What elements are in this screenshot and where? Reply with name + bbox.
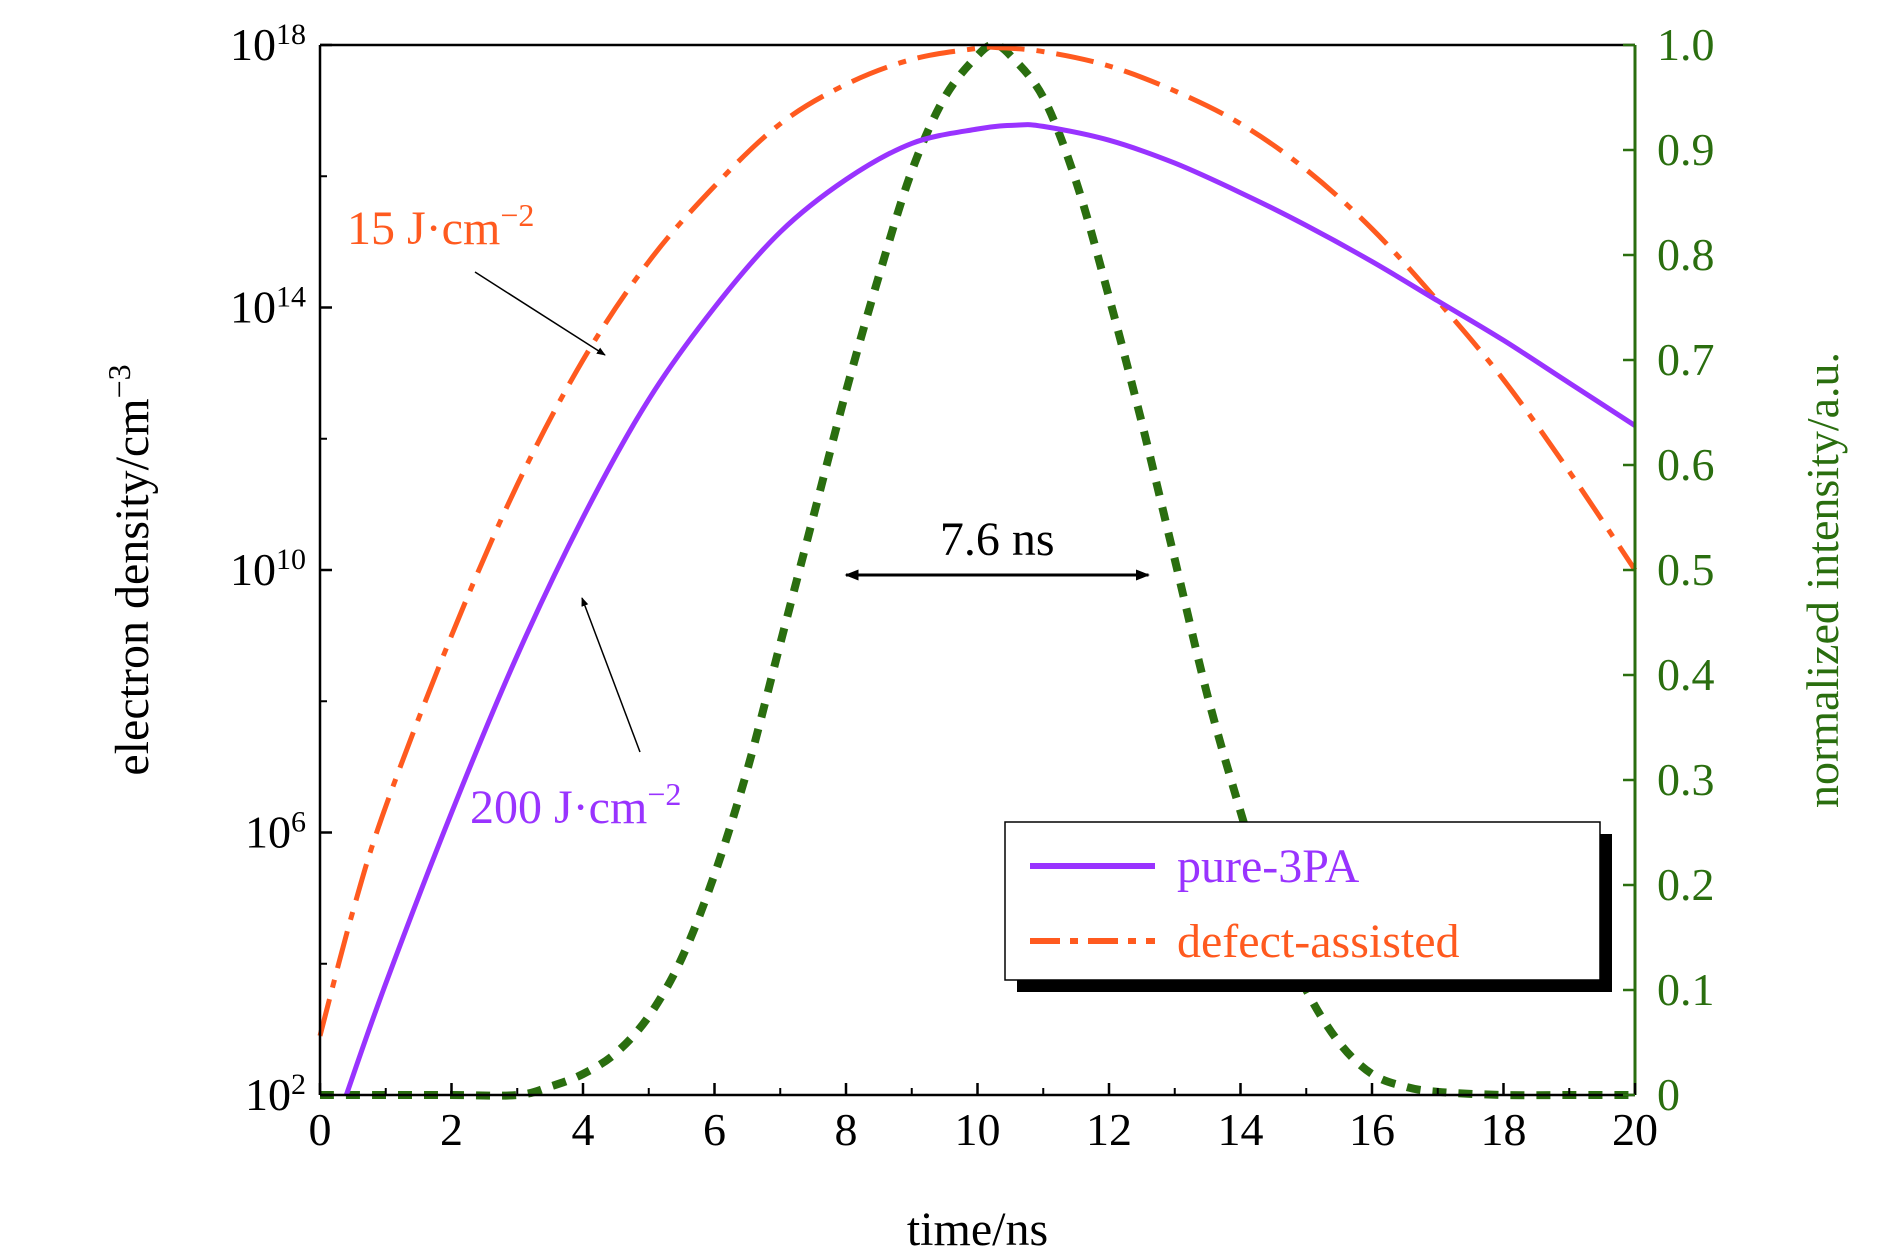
text-part: 0.1 xyxy=(1657,964,1715,1015)
superscript: −2 xyxy=(647,776,681,812)
text-part: 0.5 xyxy=(1657,544,1715,595)
text-part: 10 xyxy=(230,19,276,70)
x-tick-label: 0 xyxy=(309,1104,332,1155)
y-left-tick-label: 1010 xyxy=(230,543,306,596)
x-tick-label: 8 xyxy=(835,1104,858,1155)
text-part: 20 xyxy=(1612,1104,1658,1155)
x-tick-label: 10 xyxy=(955,1104,1001,1155)
y-right-tick-label: 0 xyxy=(1657,1069,1680,1120)
legend-box xyxy=(1004,821,1601,981)
text-part: 12 xyxy=(1086,1104,1132,1155)
text-part: 1.0 xyxy=(1657,19,1715,70)
annotation-200-jcm2: 200 J·cm−2 xyxy=(470,776,681,834)
legend-label-defect-assisted: defect-assisted xyxy=(1177,915,1460,968)
legend: pure-3PA defect-assisted xyxy=(1004,821,1612,992)
series-line-pulse xyxy=(319,41,1635,1100)
y-left-tick-label: 106 xyxy=(245,805,306,858)
x-tick-label: 20 xyxy=(1612,1104,1658,1155)
series-layer xyxy=(317,41,1638,1100)
text-part: 16 xyxy=(1349,1104,1395,1155)
text-part: 0.3 xyxy=(1657,754,1715,805)
x-axis-label: time/ns xyxy=(907,1203,1048,1256)
x-tick-label: 6 xyxy=(703,1104,726,1155)
y-axis-left-label: electron density/cm−3 xyxy=(101,364,159,775)
text-part: time/ns xyxy=(907,1203,1048,1256)
text-part: electron density/cm xyxy=(106,398,159,775)
text-part: 4 xyxy=(572,1104,595,1155)
annotation-arrow-15 xyxy=(474,271,606,356)
x-tick-label: 4 xyxy=(572,1104,595,1155)
y-right-tick-label: 0.9 xyxy=(1657,124,1715,175)
text-part: 7.6 ns xyxy=(940,513,1055,566)
text-part: 10 xyxy=(245,1069,291,1120)
x-tick-label: 12 xyxy=(1086,1104,1132,1155)
y-right-tick-label: 0.6 xyxy=(1657,439,1715,490)
y-left-tick-label: 1014 xyxy=(230,280,306,333)
text-part: 14 xyxy=(1218,1104,1264,1155)
text-part: 0.7 xyxy=(1657,334,1715,385)
text-part: defect-assisted xyxy=(1177,915,1460,968)
superscript: −3 xyxy=(101,364,137,398)
text-part: 0.8 xyxy=(1657,229,1715,280)
text-part: pure-3PA xyxy=(1177,840,1360,893)
text-part: 0.9 xyxy=(1657,124,1715,175)
text-part: 0.6 xyxy=(1657,439,1715,490)
superscript: 14 xyxy=(276,280,306,313)
superscript: 2 xyxy=(291,1068,306,1101)
text-part: 10 xyxy=(230,544,276,595)
y-left-tick-label: 1018 xyxy=(230,18,306,71)
text-part: 2 xyxy=(440,1104,463,1155)
x-tick-label: 14 xyxy=(1218,1104,1264,1155)
text-part: 200 J·cm xyxy=(470,781,647,834)
y-right-tick-label: 1.0 xyxy=(1657,19,1715,70)
y-right-tick-label: 0.1 xyxy=(1657,964,1715,1015)
y-right-tick-label: 0.7 xyxy=(1657,334,1715,385)
x-tick-label: 18 xyxy=(1481,1104,1527,1155)
annotation-15-jcm2: 15 J·cm−2 xyxy=(347,197,534,255)
text-part: 10 xyxy=(955,1104,1001,1155)
text-part: 6 xyxy=(703,1104,726,1155)
superscript: −2 xyxy=(500,197,534,233)
annotation-arrow-200 xyxy=(581,597,641,753)
text-part: 15 J·cm xyxy=(347,202,500,255)
y-right-tick-label: 0.3 xyxy=(1657,754,1715,805)
superscript: 6 xyxy=(291,805,306,838)
text-part: 10 xyxy=(230,282,276,333)
y-left-tick-label: 102 xyxy=(245,1068,306,1121)
x-tick-label: 2 xyxy=(440,1104,463,1155)
y-axis-right-label: normalized intensity/a.u. xyxy=(1797,352,1848,808)
series-line-defect-assisted xyxy=(317,44,1638,1037)
text-part: 10 xyxy=(245,807,291,858)
legend-label-pure-3PA: pure-3PA xyxy=(1177,840,1360,893)
superscript: 18 xyxy=(276,18,306,51)
y-right-tick-label: 0.4 xyxy=(1657,649,1715,700)
x-tick-label: 16 xyxy=(1349,1104,1395,1155)
y-right-tick-label: 0.2 xyxy=(1657,859,1715,910)
text-part: 8 xyxy=(835,1104,858,1155)
annotation-fwhm: 7.6 ns xyxy=(940,513,1055,566)
text-part: 0.2 xyxy=(1657,859,1715,910)
y-right-tick-label: 0.8 xyxy=(1657,229,1715,280)
text-part: 0 xyxy=(1657,1069,1680,1120)
y-right-tick-label: 0.5 xyxy=(1657,544,1715,595)
text-part: 18 xyxy=(1481,1104,1527,1155)
text-part: normalized intensity/a.u. xyxy=(1797,352,1848,808)
superscript: 10 xyxy=(276,543,306,576)
series-line-pure-3PA xyxy=(343,122,1637,1096)
text-part: 0.4 xyxy=(1657,649,1715,700)
ticks-layer: 0 2 4 6 8 10 12 14 16 18 2010210610101014101800.10… xyxy=(101,18,1848,1257)
text-part: 0 xyxy=(309,1104,332,1155)
